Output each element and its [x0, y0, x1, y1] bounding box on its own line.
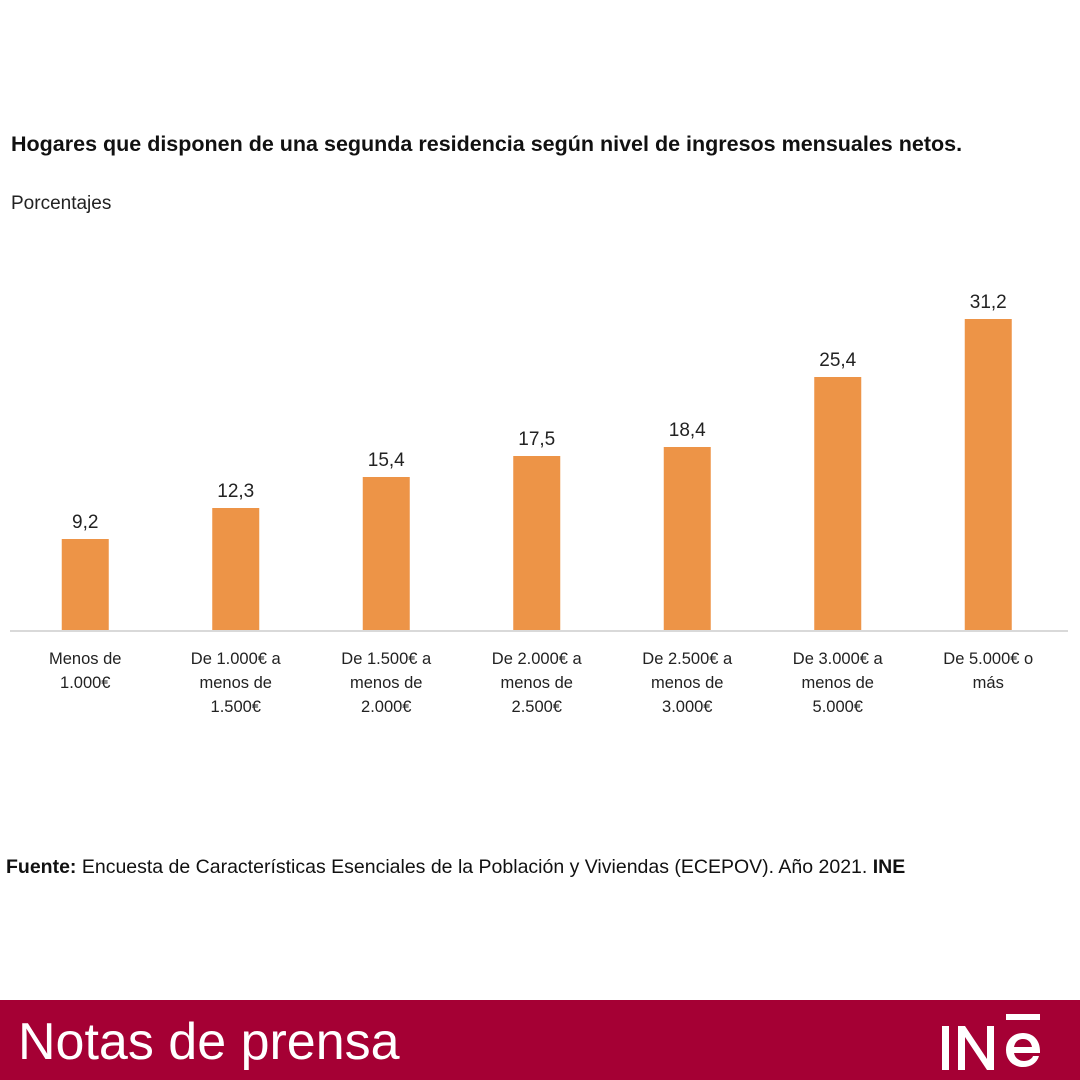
bar-1	[61, 539, 109, 631]
category-label-2: De 1.000€ a menos de 1.500€	[191, 650, 282, 716]
category-label-4: De 2.000€ a menos de 2.500€	[492, 650, 583, 716]
chart-subtitle: Porcentajes	[11, 193, 112, 214]
bar-chart: 9,2 Menos de 1.000€ 12,3 De 1.000€ a menos de…	[10, 292, 1068, 716]
value-label-5: 18,4	[669, 420, 706, 441]
value-label-4: 17,5	[518, 429, 555, 450]
category-label-5: De 2.500€ a menos de 3.000€	[642, 650, 733, 716]
value-label-3: 15,4	[368, 450, 405, 471]
bar-3	[362, 477, 410, 631]
bar-6	[814, 377, 862, 631]
source-label: Fuente:	[6, 856, 77, 878]
source-org: INE	[872, 856, 906, 878]
value-label-2: 12,3	[217, 481, 254, 502]
bar-2	[212, 508, 260, 631]
bar-5	[663, 447, 711, 631]
source-note: Fuente: Encuesta de Características Esen…	[6, 855, 1076, 879]
value-label-1: 9,2	[72, 512, 98, 533]
category-label-3: De 1.500€ a menos de 2.000€	[341, 650, 432, 716]
ine-logo	[942, 1014, 1040, 1070]
category-label-7: De 5.000€ o más	[943, 650, 1033, 692]
value-label-7: 31,2	[970, 292, 1007, 313]
category-label-1: Menos de 1.000€	[49, 650, 121, 692]
category-label-6: De 3.000€ a menos de 5.000€	[793, 650, 884, 716]
footer-bar: Notas de prensa	[0, 1000, 1080, 1080]
bar-4	[513, 456, 561, 631]
value-label-6: 25,4	[819, 350, 856, 371]
bars-layer	[61, 319, 1012, 631]
bar-7	[964, 319, 1012, 631]
labels-layer: 9,2 Menos de 1.000€ 12,3 De 1.000€ a menos de…	[49, 292, 1033, 716]
source-text: Encuesta de Características Esenciales d…	[76, 856, 873, 878]
chart-title: Hogares que disponen de una segunda resi…	[11, 132, 963, 156]
footer-title: Notas de prensa	[18, 1013, 400, 1071]
